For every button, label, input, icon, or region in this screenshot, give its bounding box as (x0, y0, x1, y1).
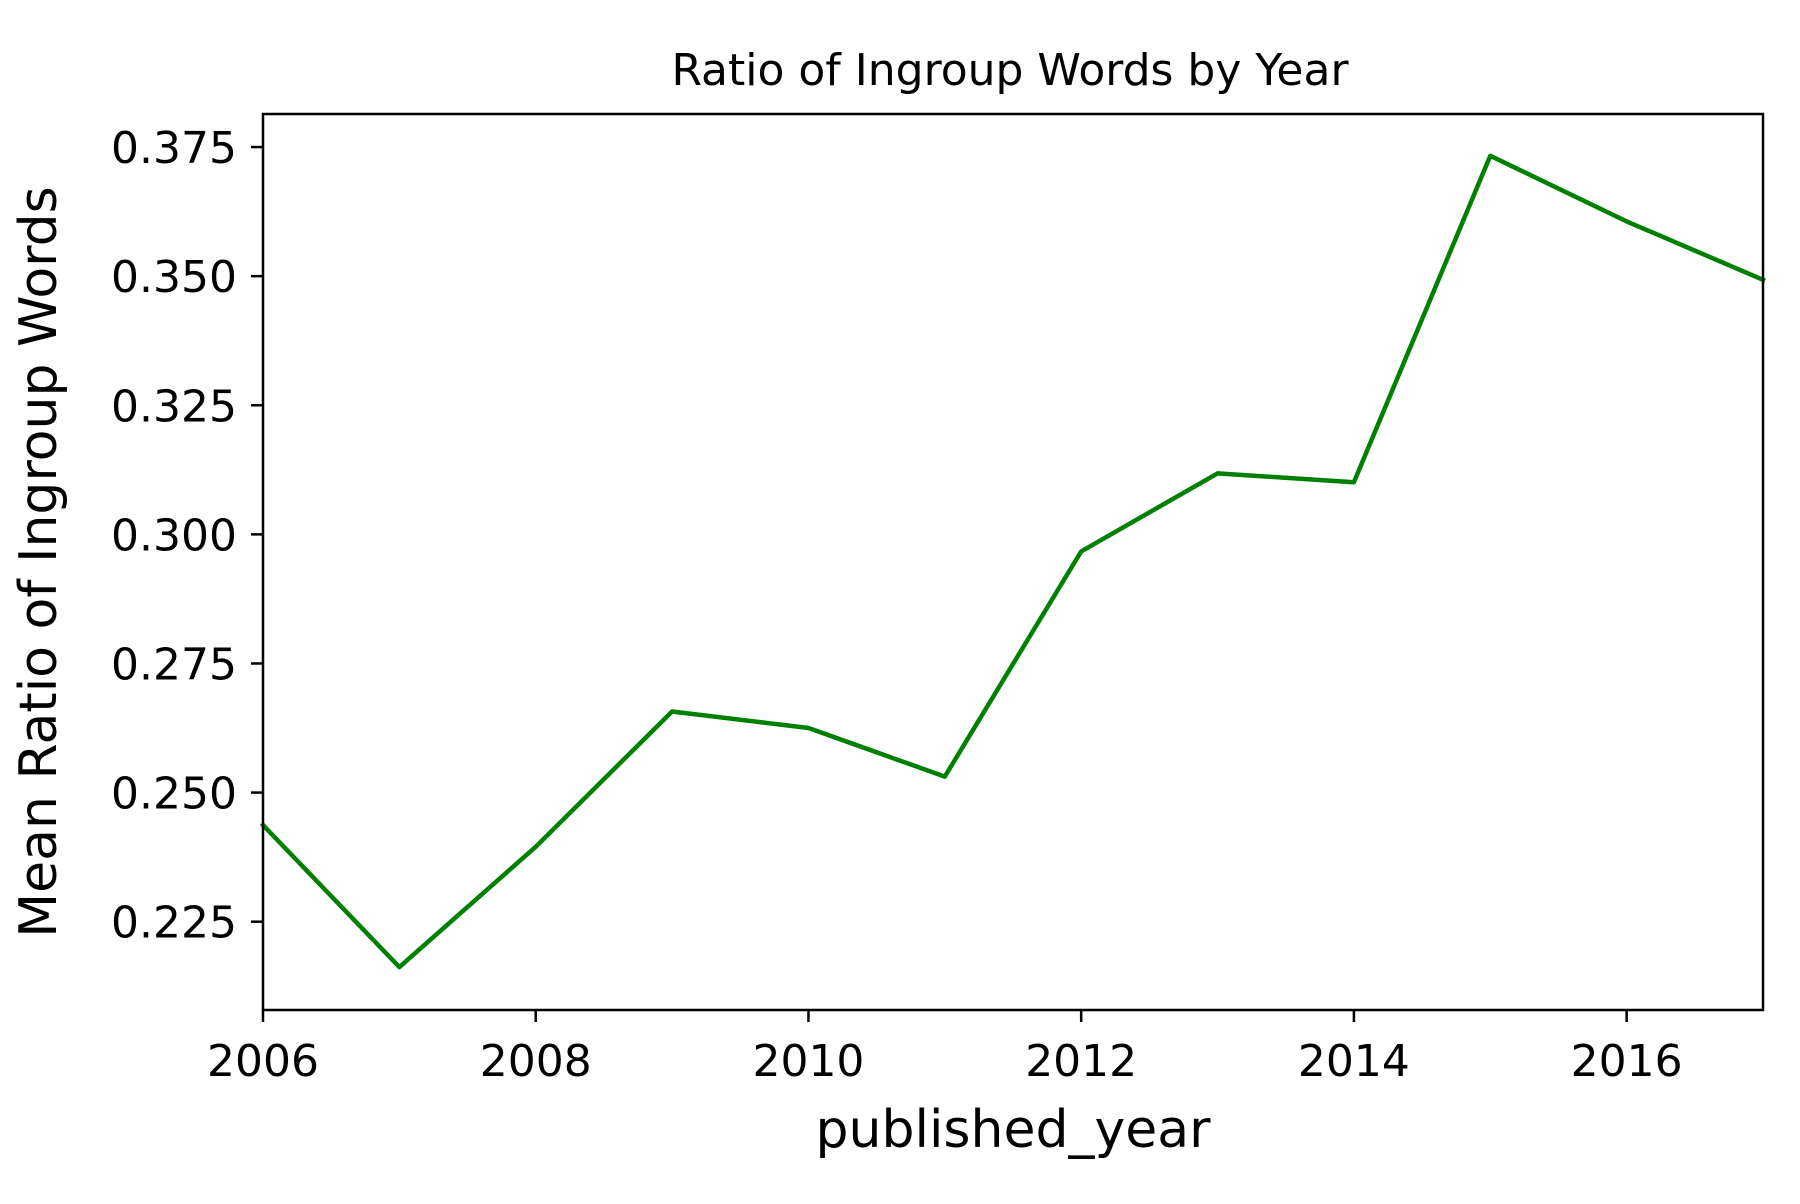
chart-title: Ratio of Ingroup Words by Year (671, 45, 1349, 96)
x-tick-label: 2016 (1571, 1036, 1683, 1087)
y-axis-label: Mean Ratio of Ingroup Words (9, 186, 69, 938)
x-tick-label: 2010 (752, 1036, 864, 1087)
y-tick-label: 0.275 (111, 639, 237, 690)
y-tick-label: 0.225 (111, 898, 237, 949)
y-tick-label: 0.350 (111, 252, 237, 303)
x-tick-label: 2006 (207, 1036, 319, 1087)
x-tick-label: 2012 (1025, 1036, 1137, 1087)
y-tick-label: 0.250 (111, 769, 237, 820)
x-axis-label: published_year (816, 1100, 1212, 1160)
y-tick-label: 0.300 (111, 510, 237, 561)
y-tick-label: 0.325 (111, 381, 237, 432)
x-tick-label: 2008 (480, 1036, 592, 1087)
y-tick-label: 0.375 (111, 123, 237, 174)
x-tick-label: 2014 (1298, 1036, 1410, 1087)
